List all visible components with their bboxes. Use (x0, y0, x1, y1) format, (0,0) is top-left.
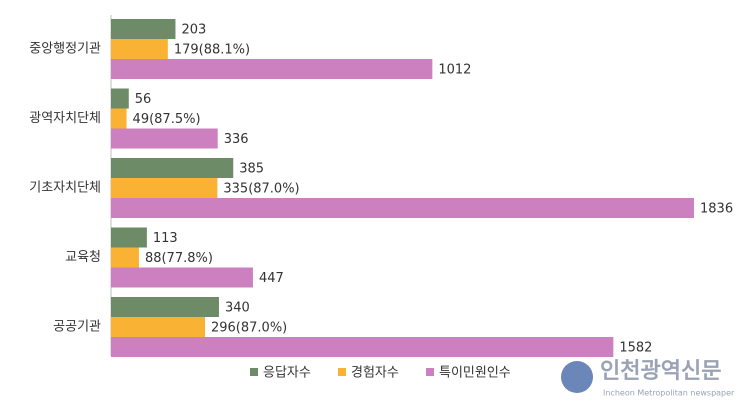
legend-label: 특이민원인수 (439, 366, 511, 381)
value-label: 336 (224, 132, 249, 147)
value-label: 179(88.1%) (174, 43, 250, 58)
legend-swatch (250, 368, 258, 376)
value-label: 56 (135, 92, 152, 107)
bar (111, 198, 694, 218)
bar (111, 267, 253, 288)
legend-label: 응답자수 (263, 366, 311, 381)
value-label: 49(87.5%) (133, 112, 201, 127)
value-label: 203 (181, 23, 206, 38)
legend-label: 경험자수 (351, 366, 399, 381)
bar (111, 39, 168, 59)
value-label: 296(87.0%) (211, 321, 287, 336)
bar (111, 88, 129, 109)
value-label: 385 (239, 162, 264, 177)
bar (111, 337, 614, 357)
value-label: 1012 (438, 63, 471, 78)
category-label: 중앙행정기관 (29, 41, 101, 57)
bar (111, 108, 127, 129)
bar (111, 178, 218, 198)
legend-swatch (338, 368, 346, 376)
bar (111, 297, 219, 317)
bar (111, 59, 433, 79)
watermark-logo (561, 361, 593, 393)
bar (111, 317, 205, 337)
bar (111, 227, 147, 248)
legend-swatch (426, 368, 434, 376)
category-label: 광역자치단체 (29, 111, 101, 126)
value-label: 1582 (619, 341, 652, 356)
value-label: 447 (259, 271, 284, 286)
value-label: 335(87.0%) (223, 182, 299, 197)
bar (111, 158, 234, 178)
category-label: 교육청 (65, 250, 101, 265)
watermark-subtitle: Incheon Metropolitan newspaper (603, 389, 735, 398)
category-label: 기초자치단체 (29, 181, 101, 196)
bar (111, 128, 218, 149)
value-label: 113 (153, 231, 178, 246)
value-label: 88(77.8%) (145, 251, 213, 266)
bar (111, 247, 139, 268)
bar (111, 19, 176, 39)
category-label: 공공기관 (53, 320, 101, 335)
value-label: 1836 (700, 202, 733, 217)
watermark-title: 인천광역신문 (600, 359, 721, 384)
value-label: 340 (225, 301, 250, 316)
